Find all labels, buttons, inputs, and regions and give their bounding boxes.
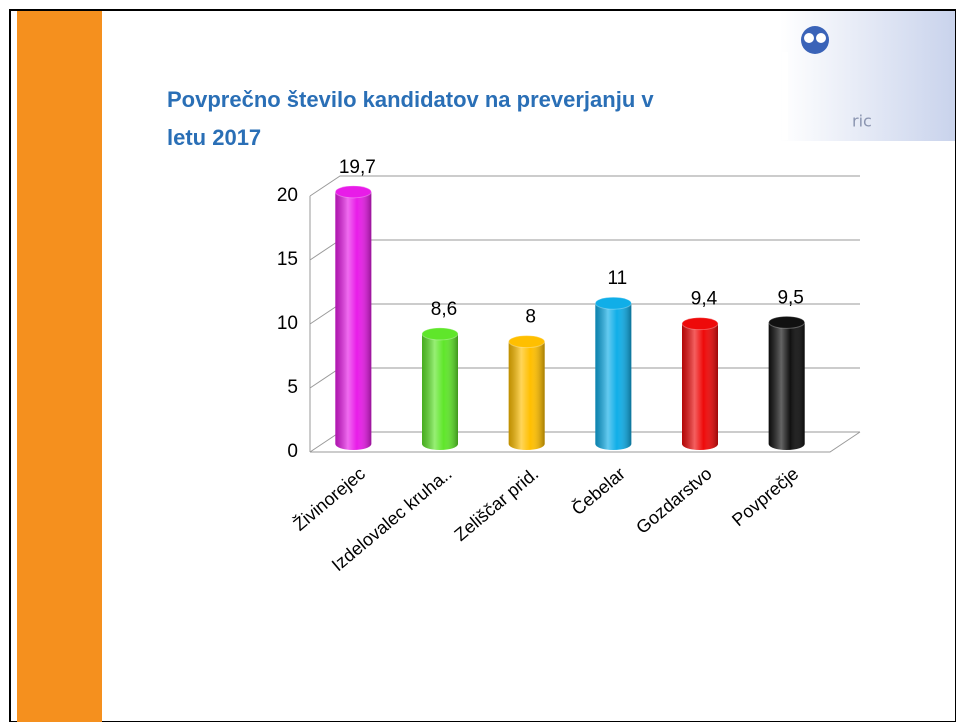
- bar-shade: [335, 191, 372, 450]
- value-label: 8,6: [431, 299, 457, 320]
- value-label: 19,7: [339, 157, 376, 178]
- bar-top: [334, 185, 372, 199]
- y-tick-label: 20: [277, 185, 298, 206]
- bar-top: [421, 327, 459, 341]
- bar-shade: [508, 341, 545, 450]
- y-tick-label: 15: [277, 249, 298, 270]
- y-tick-label: 10: [277, 313, 298, 334]
- value-label: 8: [525, 307, 536, 328]
- chart-title: letu 2017: [167, 125, 261, 150]
- grid-line: [309, 175, 860, 197]
- chart-title: Povprečno število kandidatov na preverja…: [167, 87, 654, 112]
- bar-top: [768, 315, 806, 329]
- bar-top: [508, 335, 546, 349]
- y-tick-label: 0: [287, 441, 298, 462]
- bar-top: [681, 317, 719, 331]
- bar-shade: [768, 322, 805, 450]
- logo-text: ric: [852, 112, 872, 131]
- value-label: 9,5: [777, 287, 803, 308]
- logo-eye: [804, 33, 814, 43]
- bar-shade: [595, 303, 632, 450]
- logo-icon: [801, 26, 829, 54]
- bar-shade: [422, 333, 458, 450]
- value-label: 9,4: [691, 289, 718, 310]
- logo-strip: [782, 52, 788, 140]
- side-bar: [17, 11, 102, 722]
- logo: ric: [780, 11, 955, 141]
- bar-shade: [682, 323, 718, 450]
- value-label: 11: [607, 268, 627, 289]
- bar-top: [594, 296, 632, 310]
- logo-eye: [816, 33, 826, 43]
- y-tick-label: 5: [287, 377, 298, 398]
- floor: [310, 431, 861, 453]
